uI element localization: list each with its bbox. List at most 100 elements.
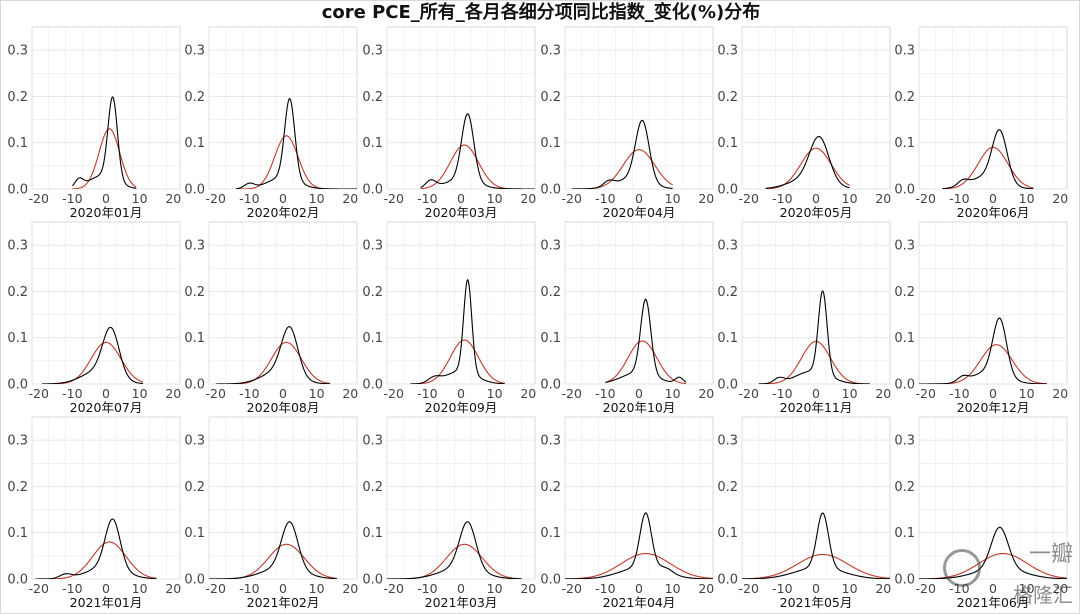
x-tick-label: -10	[595, 581, 615, 596]
facet-panel-18: 0.0 0.1 0.2 0.3 -20 -10 0 10 20 2021年06月	[894, 416, 1068, 610]
facet-panel-12: 0.0 0.1 0.2 0.3 -20 -10 0 10 20 2020年12月	[894, 221, 1068, 415]
normal-curve	[765, 147, 850, 189]
x-tick-label: -10	[239, 581, 259, 596]
gridlines	[918, 417, 1067, 580]
y-tick-label: 0.0	[362, 573, 383, 588]
y-tick-label: 0.3	[540, 239, 561, 254]
density-curve	[71, 96, 137, 189]
plot-area	[564, 26, 714, 190]
y-tick-label: 0.2	[362, 285, 383, 300]
gridlines	[31, 222, 180, 385]
y-tick-label: 0.3	[362, 434, 383, 449]
y-tick-label: 0.0	[7, 183, 28, 198]
facet-label: 2020年11月	[780, 400, 853, 415]
facet-panel-10: 0.0 0.1 0.2 0.3 -20 -10 0 10 20 2020年10月	[540, 221, 714, 415]
plot-area	[386, 26, 536, 190]
plot-area	[741, 416, 891, 580]
x-tick-label: -10	[62, 191, 82, 206]
facet-label: 2020年03月	[425, 205, 498, 220]
y-tick-label: 0.0	[7, 378, 28, 393]
x-tick-label: -20	[206, 191, 226, 206]
x-tick-label: -20	[916, 386, 936, 401]
y-tick-label: 0.1	[362, 331, 383, 346]
x-tick-label: 20	[1052, 386, 1068, 401]
x-tick-label: 20	[520, 386, 536, 401]
x-tick-label: 0	[989, 386, 997, 401]
y-tick-label: 0.2	[894, 90, 915, 105]
plot-area	[741, 26, 891, 190]
y-tick-label: 0.3	[894, 434, 915, 449]
facet-panel-6: 0.0 0.1 0.2 0.3 -20 -10 0 10 20 2020年06月	[894, 26, 1068, 220]
y-tick-label: 0.3	[7, 239, 28, 254]
y-tick-label: 0.3	[717, 434, 738, 449]
y-tick-label: 0.3	[717, 239, 738, 254]
facet-label: 2021年02月	[247, 595, 320, 610]
x-tick-label: 20	[342, 581, 358, 596]
x-tick-label: -20	[916, 581, 936, 596]
x-tick-label: 10	[842, 386, 858, 401]
x-tick-label: -10	[595, 191, 615, 206]
x-tick-label: 10	[842, 191, 858, 206]
y-tick-label: 0.2	[184, 480, 205, 495]
y-tick-label: 0.3	[184, 434, 205, 449]
y-tick-label: 0.2	[540, 90, 561, 105]
x-tick-label: 20	[165, 386, 181, 401]
facet-panel-17: 0.0 0.1 0.2 0.3 -20 -10 0 10 20 2021年05月	[717, 416, 891, 610]
y-tick-label: 0.0	[717, 183, 738, 198]
plot-area	[208, 221, 358, 385]
x-tick-label: -10	[949, 386, 969, 401]
x-tick-label: -20	[29, 581, 49, 596]
y-tick-label: 0.2	[717, 480, 738, 495]
x-tick-label: -10	[239, 191, 259, 206]
y-tick-label: 0.0	[362, 183, 383, 198]
x-tick-label: -20	[739, 581, 759, 596]
x-tick-label: 0	[635, 581, 643, 596]
x-tick-label: 0	[635, 386, 643, 401]
x-tick-label: -10	[239, 386, 259, 401]
x-tick-label: 20	[165, 581, 181, 596]
gridlines	[564, 222, 713, 385]
plot-area	[31, 26, 181, 190]
facet-label: 2020年10月	[603, 400, 676, 415]
facet-panel-9: 0.0 0.1 0.2 0.3 -20 -10 0 10 20 2020年09月	[362, 221, 536, 415]
x-tick-label: -20	[562, 191, 582, 206]
y-tick-label: 0.0	[894, 378, 915, 393]
y-tick-label: 0.1	[717, 331, 738, 346]
facet-panel-16: 0.0 0.1 0.2 0.3 -20 -10 0 10 20 2021年04月	[540, 416, 714, 610]
density-curve	[35, 518, 157, 579]
x-tick-label: 20	[875, 581, 891, 596]
plot-area	[564, 221, 714, 385]
y-tick-label: 0.1	[7, 331, 28, 346]
x-tick-label: -10	[417, 386, 437, 401]
y-tick-label: 0.2	[717, 90, 738, 105]
facet-panel-15: 0.0 0.1 0.2 0.3 -20 -10 0 10 20 2021年03月	[362, 416, 536, 610]
y-tick-label: 0.1	[7, 526, 28, 541]
x-tick-label: -20	[916, 191, 936, 206]
gridlines	[564, 27, 713, 190]
x-tick-label: 0	[635, 191, 643, 206]
gridlines	[31, 27, 180, 190]
x-tick-label: -20	[562, 386, 582, 401]
x-tick-label: 0	[812, 581, 820, 596]
x-tick-label: 10	[842, 581, 858, 596]
y-tick-label: 0.3	[540, 434, 561, 449]
x-tick-label: -20	[384, 581, 404, 596]
gridlines	[208, 222, 357, 385]
y-tick-label: 0.0	[184, 378, 205, 393]
normal-curve	[35, 541, 157, 579]
y-tick-label: 0.1	[717, 136, 738, 151]
y-tick-label: 0.0	[894, 573, 915, 588]
y-tick-label: 0.1	[184, 331, 205, 346]
facet-panel-8: 0.0 0.1 0.2 0.3 -20 -10 0 10 20 2020年08月	[184, 221, 358, 415]
plot-area	[918, 221, 1068, 385]
y-tick-label: 0.3	[894, 239, 915, 254]
normal-curve	[410, 339, 505, 384]
x-tick-label: 0	[102, 386, 110, 401]
x-tick-label: 0	[457, 581, 465, 596]
y-tick-label: 0.2	[362, 90, 383, 105]
chart-title: core PCE_所有_各月各细分项同比指数_变化(%)分布	[321, 2, 761, 23]
facet-panel-11: 0.0 0.1 0.2 0.3 -20 -10 0 10 20 2020年11月	[717, 221, 891, 415]
facet-label: 2020年06月	[957, 205, 1030, 220]
y-tick-label: 0.0	[184, 573, 205, 588]
x-tick-label: -20	[29, 386, 49, 401]
